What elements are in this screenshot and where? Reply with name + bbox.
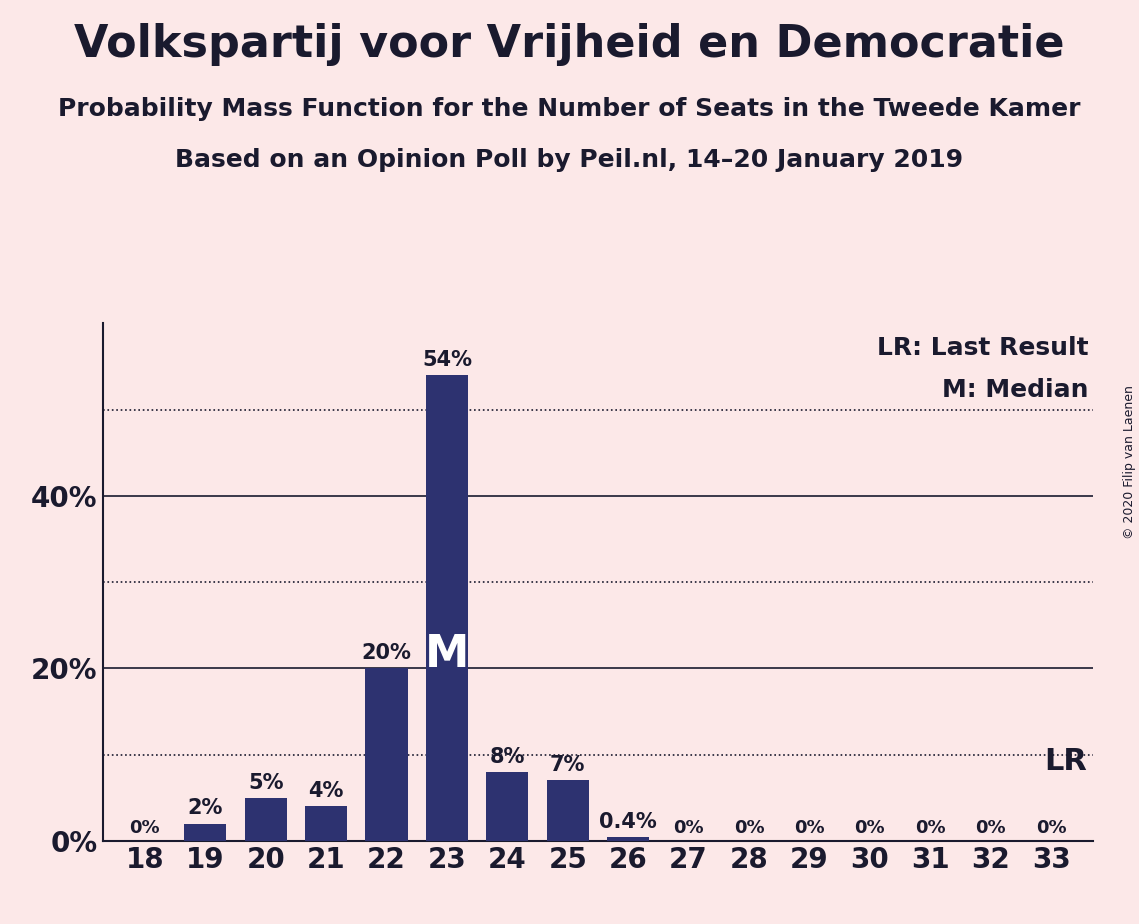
Bar [547, 781, 589, 841]
Text: 0%: 0% [1035, 820, 1066, 837]
Text: M: Median: M: Median [942, 378, 1089, 402]
Bar [366, 668, 408, 841]
Text: 54%: 54% [421, 350, 472, 370]
Text: 0%: 0% [130, 820, 161, 837]
Bar [245, 797, 287, 841]
Text: 8%: 8% [490, 747, 525, 767]
Text: © 2020 Filip van Laenen: © 2020 Filip van Laenen [1123, 385, 1137, 539]
Bar [185, 823, 227, 841]
Bar [607, 837, 649, 841]
Text: Based on an Opinion Poll by Peil.nl, 14–20 January 2019: Based on an Opinion Poll by Peil.nl, 14–… [175, 148, 964, 172]
Text: 20%: 20% [361, 643, 411, 663]
Text: LR: Last Result: LR: Last Result [877, 336, 1089, 360]
Text: 0%: 0% [975, 820, 1006, 837]
Bar [486, 772, 528, 841]
Text: 2%: 2% [188, 798, 223, 819]
Text: 0%: 0% [794, 820, 825, 837]
Text: Probability Mass Function for the Number of Seats in the Tweede Kamer: Probability Mass Function for the Number… [58, 97, 1081, 121]
Text: LR: LR [1044, 747, 1088, 776]
Text: 7%: 7% [550, 755, 585, 775]
Text: 0%: 0% [673, 820, 704, 837]
Bar [305, 807, 347, 841]
Bar [426, 375, 468, 841]
Text: 4%: 4% [309, 781, 344, 801]
Text: 0.4%: 0.4% [599, 812, 657, 833]
Text: Volkspartij voor Vrijheid en Democratie: Volkspartij voor Vrijheid en Democratie [74, 23, 1065, 67]
Text: 5%: 5% [248, 772, 284, 793]
Text: 0%: 0% [915, 820, 945, 837]
Text: 0%: 0% [734, 820, 764, 837]
Text: M: M [425, 633, 469, 676]
Text: 0%: 0% [854, 820, 885, 837]
